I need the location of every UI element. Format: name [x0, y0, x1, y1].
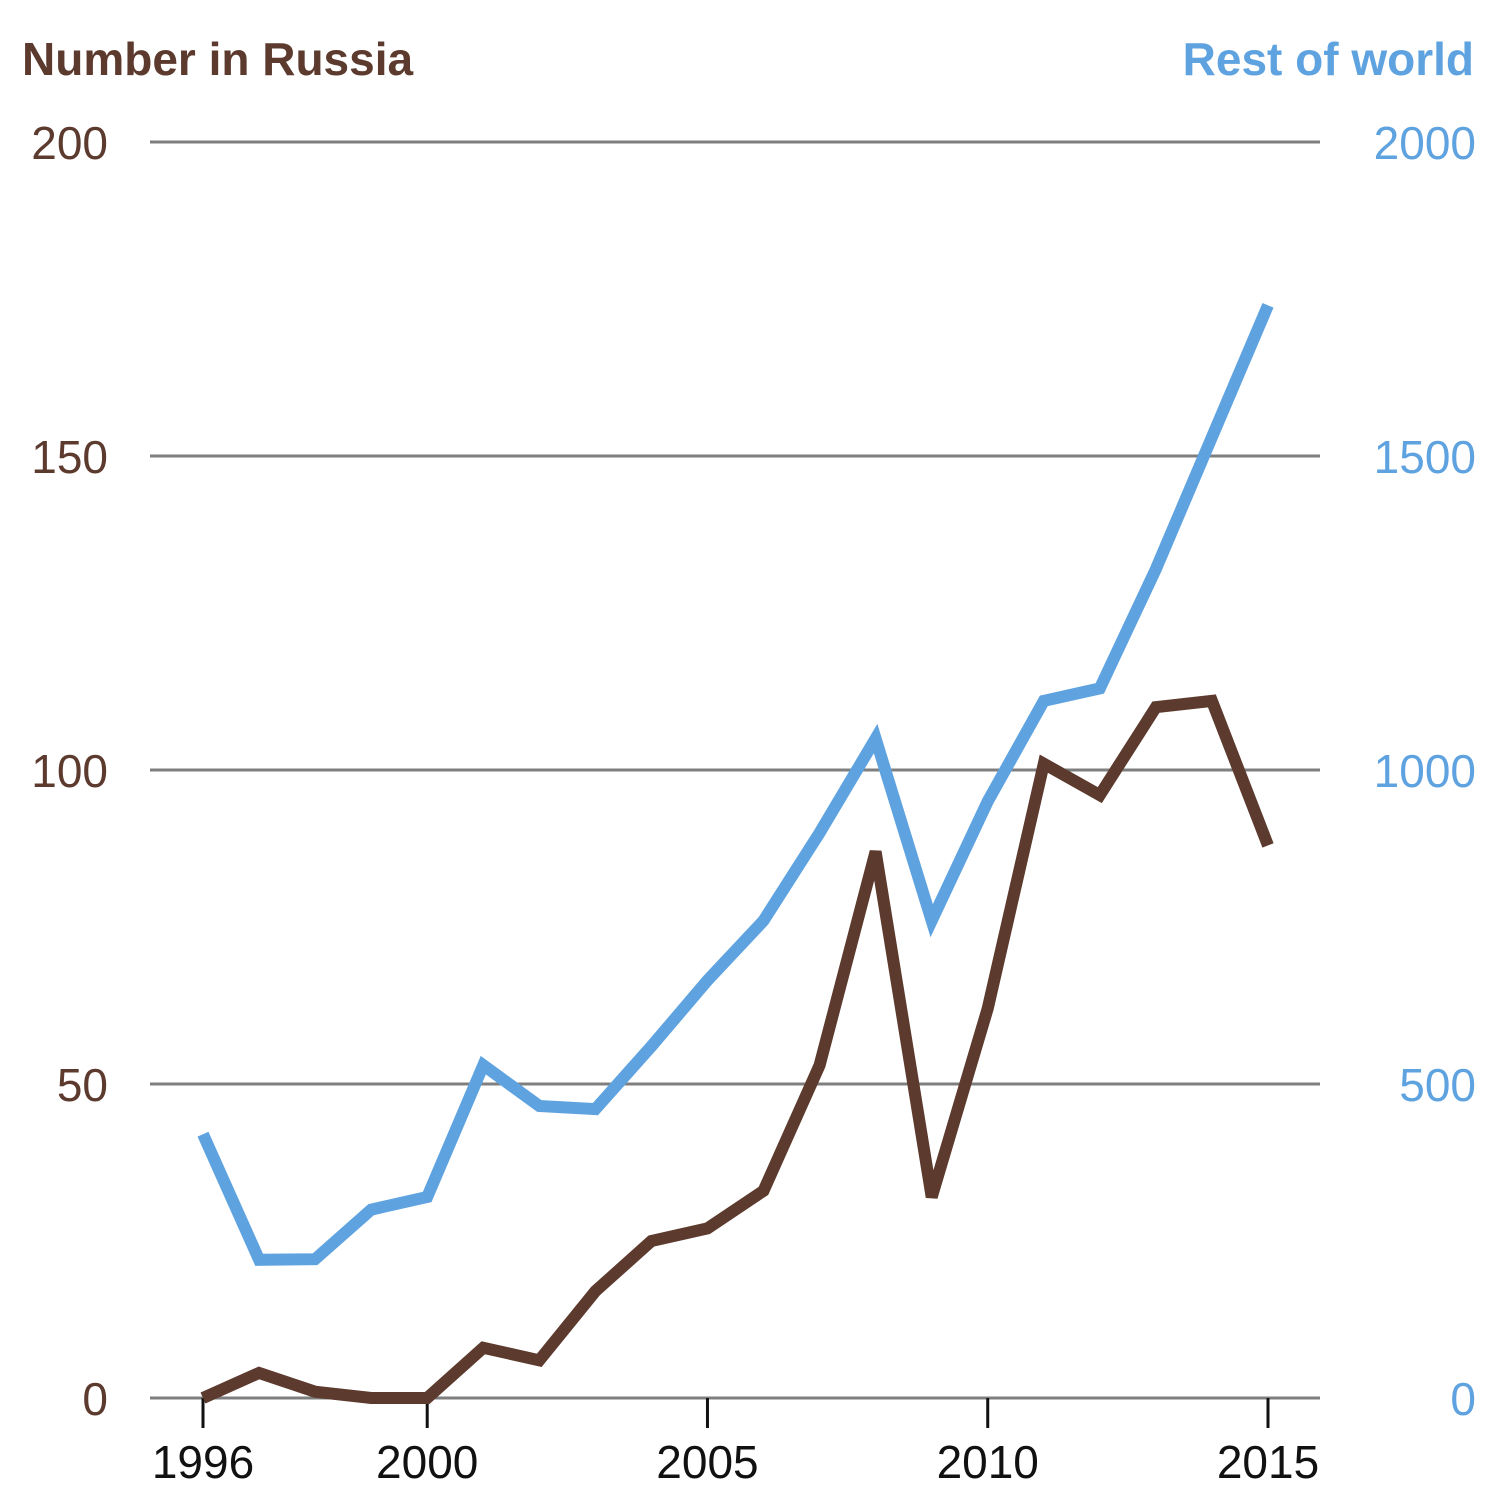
series-line-rest-of-world	[197, 302, 1274, 1266]
left-tick-label-100: 100	[31, 745, 108, 797]
right-tick-label-2000: 2000	[1374, 117, 1476, 169]
right-tick-label-1000: 1000	[1374, 745, 1476, 797]
left-tick-label-0: 0	[82, 1373, 108, 1425]
right-tick-label-1500: 1500	[1374, 431, 1476, 483]
right-axis-title: Rest of world	[1183, 33, 1474, 85]
series-line-number-in-russia	[200, 694, 1274, 1404]
x-tick-label-2010: 2010	[937, 1436, 1039, 1488]
series-lines	[197, 302, 1274, 1404]
left-tick-label-200: 200	[31, 117, 108, 169]
x-tick-label-2015: 2015	[1217, 1436, 1319, 1488]
right-tick-label-0: 0	[1450, 1373, 1476, 1425]
left-tick-label-150: 150	[31, 431, 108, 483]
right-tick-label-500: 500	[1399, 1059, 1476, 1111]
tick-labels: 0 0 50 500 100 1000 150 1500 200 2000 1996 2000 2005…	[31, 117, 1476, 1488]
left-tick-label-50: 50	[57, 1059, 108, 1111]
x-tick-label-2000: 2000	[376, 1436, 478, 1488]
x-tick-label-1996: 1996	[152, 1436, 254, 1488]
grid-lines	[150, 140, 1320, 1400]
x-tick-label-2005: 2005	[656, 1436, 758, 1488]
left-axis-title: Number in Russia	[22, 33, 414, 85]
